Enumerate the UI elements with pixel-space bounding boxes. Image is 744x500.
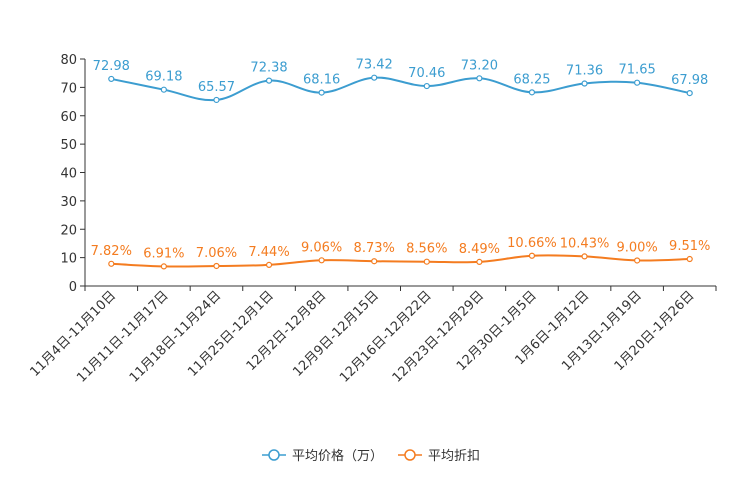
y-tick-label: 10 xyxy=(60,252,77,267)
y-tick-label: 40 xyxy=(60,167,77,182)
data-point xyxy=(265,77,273,84)
data-point xyxy=(318,257,325,264)
y-tick-label: 50 xyxy=(60,138,77,153)
data-label: 67.98 xyxy=(671,73,708,88)
data-point xyxy=(634,79,641,86)
data-point xyxy=(160,263,167,270)
data-label: 73.20 xyxy=(461,58,498,73)
data-label: 9.06% xyxy=(301,240,342,255)
legend-marker-icon xyxy=(404,449,416,461)
x-tick-label: 11月11日-11月17日 xyxy=(74,288,171,385)
y-tick-label: 20 xyxy=(60,223,77,238)
x-tick-label: 12月16日-12月22日 xyxy=(337,288,434,385)
data-label: 68.16 xyxy=(303,73,340,88)
data-point xyxy=(528,252,536,259)
data-label: 10.43% xyxy=(560,236,610,251)
data-label: 6.91% xyxy=(143,246,184,261)
data-point xyxy=(476,258,483,266)
x-tick-label: 11月18日-11月24日 xyxy=(127,288,224,385)
data-label: 7.44% xyxy=(248,245,289,260)
data-point xyxy=(423,258,430,265)
data-label: 69.18 xyxy=(145,70,182,85)
x-tick-label: 11月4日-11月10日 xyxy=(27,288,119,380)
data-point xyxy=(686,255,693,263)
data-point xyxy=(634,257,641,264)
data-point xyxy=(371,74,378,81)
x-tick-label: 12月23日-12月29日 xyxy=(390,288,487,385)
data-point xyxy=(213,96,220,104)
data-label: 72.98 xyxy=(93,59,130,74)
y-tick-label: 70 xyxy=(60,81,77,96)
data-point xyxy=(108,75,115,83)
data-label: 9.00% xyxy=(616,240,657,255)
data-label: 73.42 xyxy=(356,58,393,73)
data-label: 8.73% xyxy=(354,241,395,256)
data-label: 7.82% xyxy=(91,244,132,259)
data-label: 71.65 xyxy=(619,63,656,78)
data-point xyxy=(265,261,273,268)
data-label: 65.57 xyxy=(198,80,235,95)
data-label: 71.36 xyxy=(566,64,603,79)
data-label: 7.06% xyxy=(196,246,237,261)
data-point xyxy=(318,89,325,96)
data-point xyxy=(686,90,693,97)
data-point xyxy=(423,82,430,90)
data-label: 72.38 xyxy=(250,61,287,76)
data-point xyxy=(528,89,536,96)
legend-marker-icon xyxy=(268,449,280,461)
legend-label: 平均折扣 xyxy=(428,449,480,464)
data-point xyxy=(371,258,378,265)
data-point xyxy=(213,262,220,270)
series-line-2 xyxy=(111,254,690,268)
data-label: 8.49% xyxy=(459,242,500,257)
data-point xyxy=(581,253,588,260)
data-label: 10.66% xyxy=(507,236,557,251)
data-point xyxy=(108,260,115,267)
data-label: 70.46 xyxy=(408,66,445,81)
data-label: 9.51% xyxy=(669,239,710,254)
y-tick-label: 0 xyxy=(69,280,77,295)
data-point xyxy=(160,86,167,93)
series-line-1 xyxy=(111,76,690,102)
data-label: 68.25 xyxy=(513,72,550,87)
data-point xyxy=(581,80,588,87)
data-point xyxy=(476,75,483,82)
legend-label: 平均价格（万） xyxy=(292,448,383,464)
data-label: 8.56% xyxy=(406,242,447,257)
y-tick-label: 30 xyxy=(60,195,77,210)
y-tick-label: 80 xyxy=(60,53,77,68)
y-tick-label: 60 xyxy=(60,110,77,125)
